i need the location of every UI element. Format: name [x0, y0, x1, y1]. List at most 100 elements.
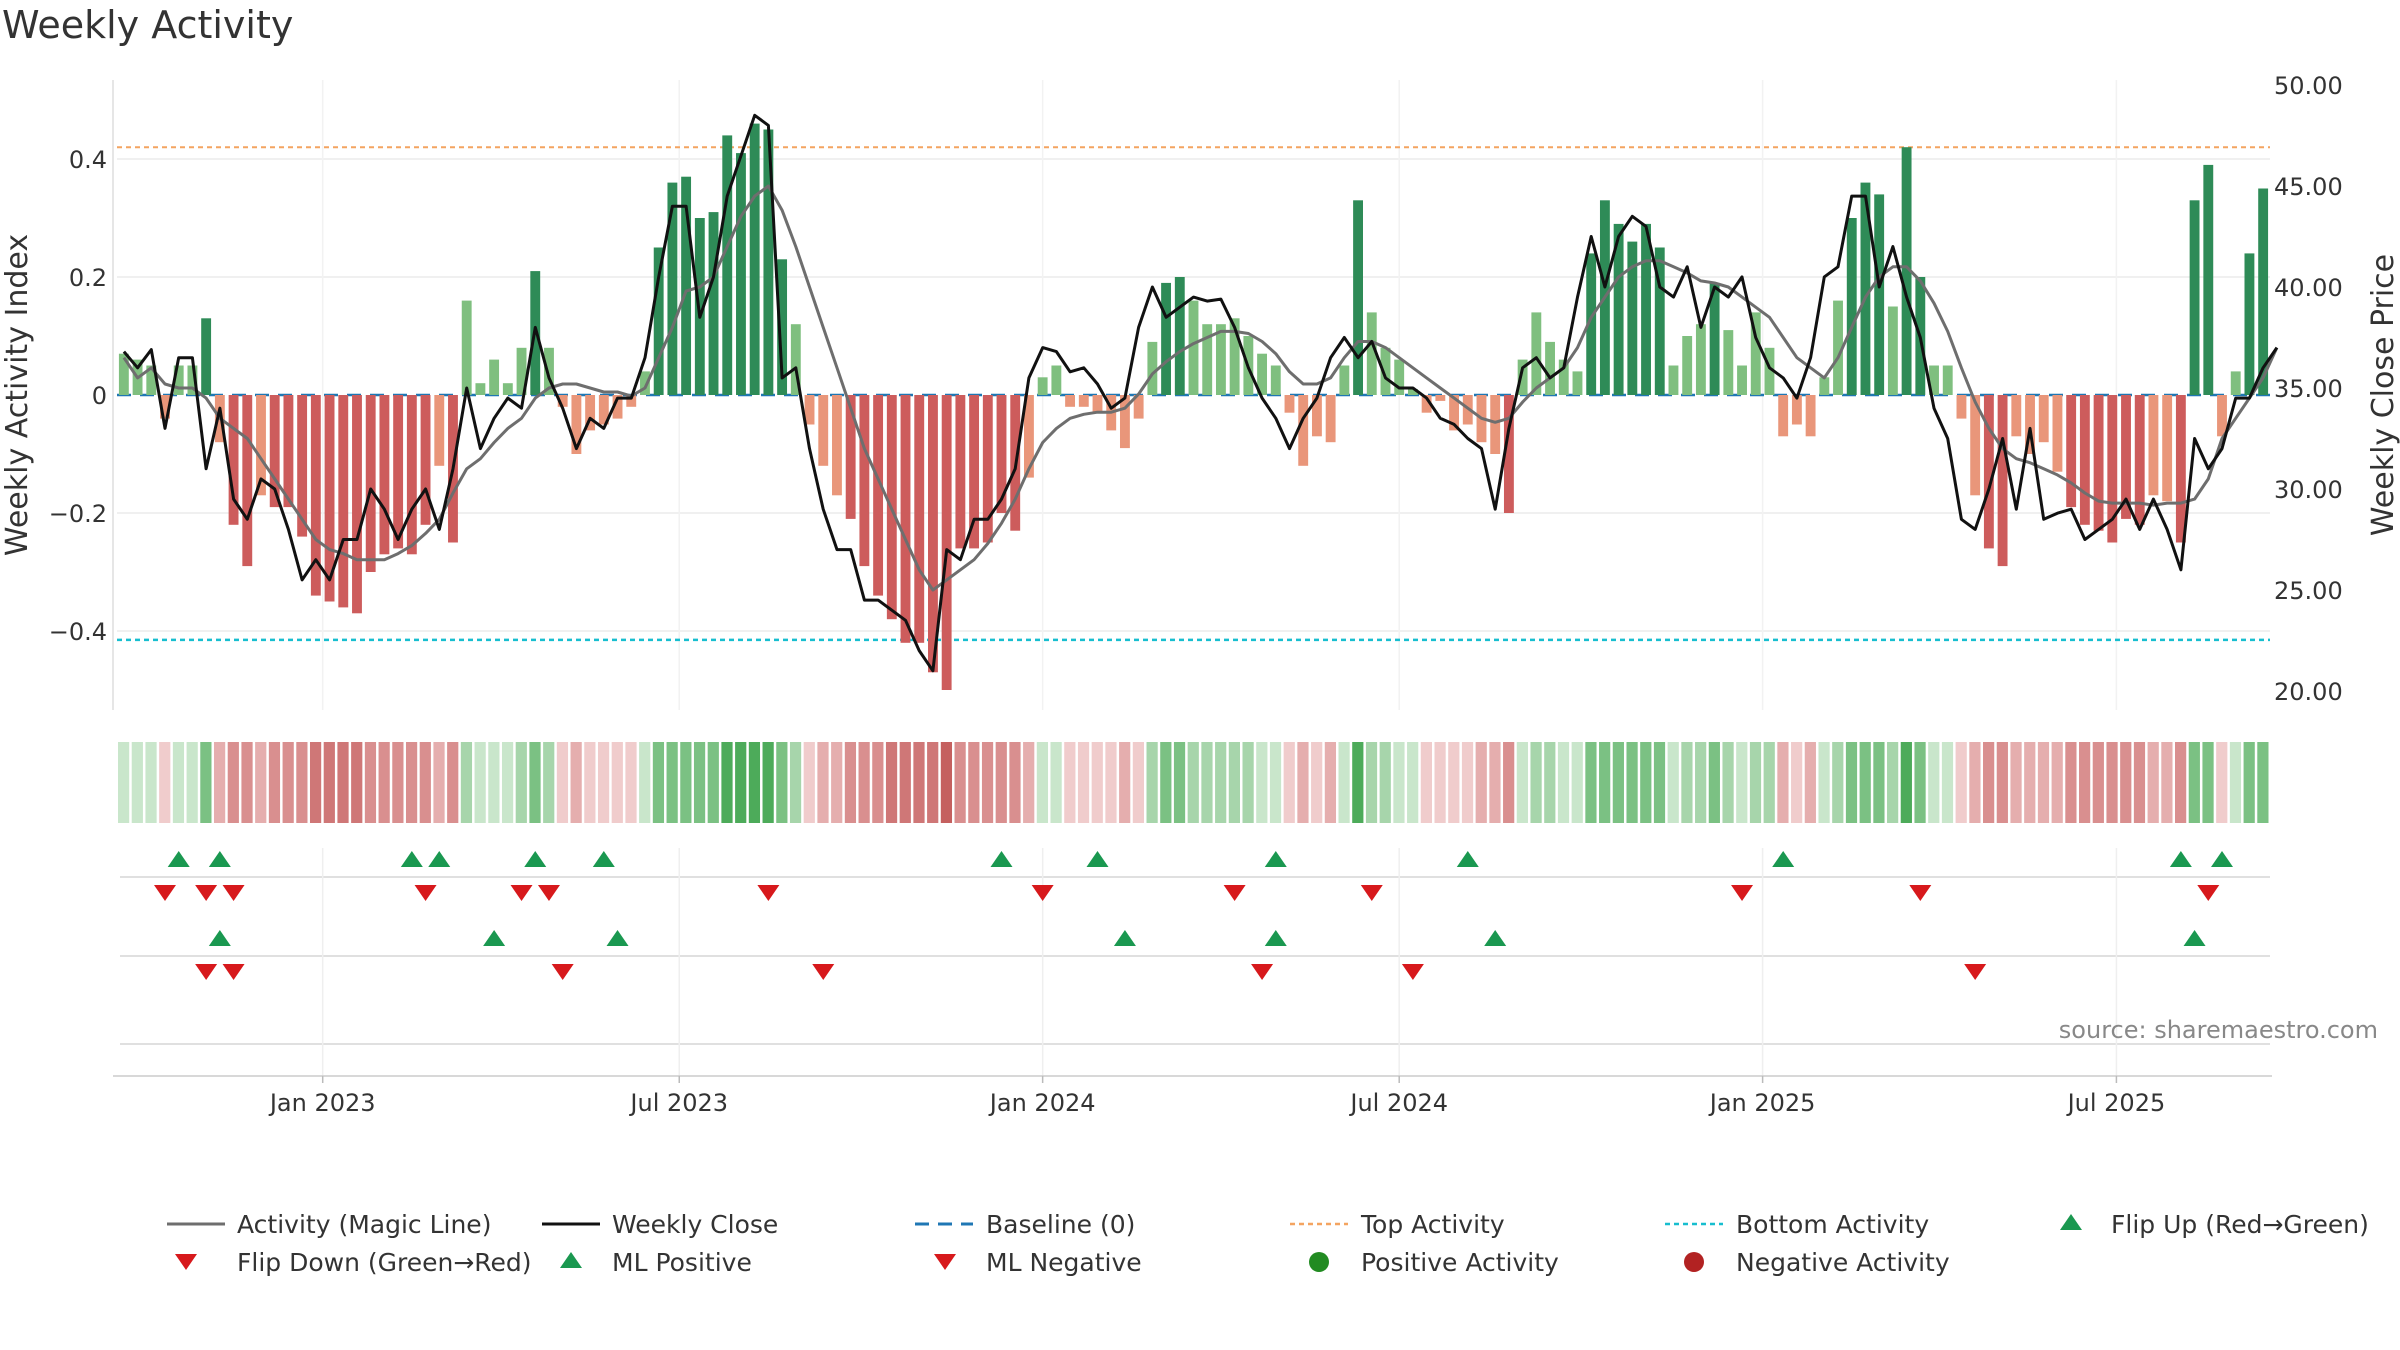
y2-tick-label: 20.00: [2274, 678, 2343, 706]
activity-bar: [187, 365, 198, 395]
strip-cell: [268, 742, 281, 823]
strip-cell: [200, 742, 212, 823]
activity-bar: [1380, 347, 1391, 395]
activity-bar: [2066, 395, 2077, 508]
strip-cell: [1777, 742, 1789, 823]
legend-ml-positive-label: ML Positive: [612, 1248, 752, 1277]
activity-bar: [1627, 241, 1638, 395]
activity-bar: [1202, 324, 1213, 395]
activity-bar: [640, 371, 650, 395]
strip-cell: [1077, 742, 1090, 823]
flip-down-marker: [1360, 885, 1383, 901]
strip-cell: [1434, 742, 1446, 823]
activity-bar: [736, 153, 746, 395]
activity-bar: [1024, 395, 1034, 478]
strip-cell: [611, 742, 623, 823]
strip-cell: [1023, 742, 1035, 823]
activity-bar: [228, 395, 239, 525]
y-axis-ticks: 0.4 0.2 0 −0.2 −0.4: [49, 146, 107, 646]
strip-cell: [1448, 742, 1460, 823]
strip-cell: [2051, 742, 2063, 823]
strip-cell: [1311, 742, 1323, 823]
activity-bar: [434, 395, 445, 466]
legend-flip-down-label: Flip Down (Green→Red): [237, 1248, 532, 1277]
legend-positive-activity-icon: [1309, 1252, 1329, 1272]
activity-bar: [1517, 359, 1528, 395]
activity-bar: [2052, 395, 2063, 472]
strip-cell: [1064, 742, 1076, 823]
x-tick-label: Jan 2025: [1708, 1089, 1816, 1117]
strip-cell: [1256, 742, 1268, 823]
legend-ml-negative-icon: [934, 1254, 956, 1270]
activity-bar: [955, 395, 966, 549]
activity-bar: [1997, 395, 2008, 567]
y-tick-label: 0: [92, 382, 107, 410]
activity-bar: [1215, 324, 1226, 395]
y2-axis-ticks: 50.00 45.00 40.00 35.00 30.00 25.00 20.00: [2274, 72, 2343, 706]
strip-cell: [1873, 742, 1885, 823]
activity-bar: [2121, 395, 2131, 519]
flip-down-marker: [1731, 885, 1754, 901]
event-row-grid: [120, 848, 2270, 1076]
activity-bar: [2038, 395, 2049, 443]
ml-positive-marker: [2183, 930, 2206, 946]
strip-cell: [1845, 742, 1858, 823]
activity-bar: [1929, 365, 1939, 395]
ml-negative-marker: [1964, 964, 1987, 980]
activity-bar: [1065, 395, 1076, 407]
flip-down-marker: [1223, 885, 1246, 901]
flip-down-marker: [1909, 885, 1932, 901]
activity-bar: [928, 395, 938, 673]
strip-cell: [2188, 742, 2200, 823]
activity-bar: [1613, 223, 1624, 395]
activity-bar: [1819, 377, 1830, 395]
strip-cell: [639, 742, 651, 823]
activity-bar: [1833, 300, 1843, 395]
flip-down-marker: [2197, 885, 2220, 901]
activity-bar: [1284, 395, 1295, 413]
strip-cell: [392, 742, 404, 823]
activity-bar: [982, 395, 993, 543]
flip-up-marker: [1772, 851, 1795, 867]
activity-bar: [2011, 395, 2022, 437]
strip-cell: [2161, 742, 2173, 823]
strip-cell: [1763, 742, 1775, 823]
strip-cell: [1091, 742, 1103, 823]
activity-bar: [379, 395, 390, 555]
activity-bar: [900, 395, 911, 643]
strip-cell: [323, 742, 335, 823]
activity-bar: [1778, 395, 1789, 437]
strip-cell: [1283, 742, 1295, 823]
activity-bar: [2189, 200, 2200, 395]
activity-bar: [283, 395, 294, 508]
strip-cell: [652, 742, 665, 823]
strip-cell: [693, 742, 706, 823]
event-markers: [153, 851, 2234, 980]
strip-cell: [488, 742, 500, 823]
activity-bar: [2025, 395, 2035, 454]
strip-cell: [186, 742, 198, 823]
strip-cell: [2024, 742, 2036, 823]
strip-cell: [2147, 742, 2159, 823]
flip-up-marker: [592, 851, 615, 867]
activity-bar: [1503, 395, 1514, 513]
strip-cell: [1461, 742, 1474, 823]
x-tick-label: Jan 2024: [988, 1089, 1096, 1117]
y2-tick-label: 35.00: [2274, 375, 2343, 403]
strip-cell: [1996, 742, 2008, 823]
strip-cell: [1146, 742, 1158, 823]
strip-cell: [1708, 742, 1720, 823]
activity-bar: [1298, 395, 1309, 466]
activity-bar: [1435, 395, 1446, 401]
strip-cell: [529, 742, 541, 823]
activity-bar: [1791, 395, 1802, 425]
activity-bar: [1257, 353, 1268, 395]
activity-bar: [1545, 341, 1555, 395]
strip-cell: [899, 742, 911, 823]
strip-cell: [1832, 742, 1844, 823]
activity-bar: [598, 395, 609, 425]
strip-cell: [474, 742, 486, 823]
ml-positive-marker: [1484, 930, 1507, 946]
activity-bar: [1654, 247, 1665, 395]
flip-up-marker: [2211, 851, 2234, 867]
